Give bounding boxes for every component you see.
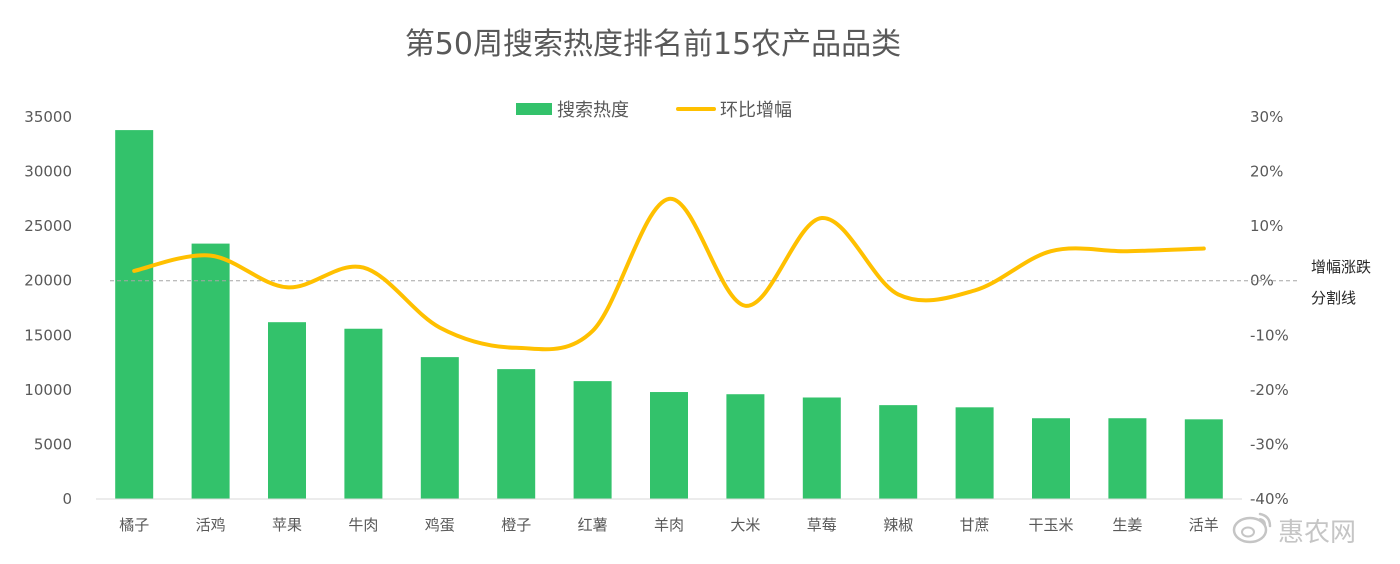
x-tick-label: 活鸡 bbox=[196, 516, 226, 534]
x-tick-label: 橙子 bbox=[501, 516, 531, 534]
x-axis-labels: 橘子 活鸡 苹果 牛肉 鸡蛋 橙子 红薯 羊肉 大米 草莓 辣椒 甘蔗 干玉米 生姜 活羊 bbox=[119, 516, 1219, 534]
bar bbox=[497, 369, 536, 499]
reference-note-line1: 增幅涨跌 bbox=[1311, 258, 1371, 276]
y-left-tick-label: 15000 bbox=[24, 326, 72, 344]
y-right-tick-label: -40% bbox=[1250, 490, 1289, 508]
legend-bar-swatch bbox=[516, 103, 552, 115]
bar bbox=[955, 407, 994, 499]
legend: 搜索热度 环比增幅 bbox=[516, 100, 792, 121]
bar-series bbox=[115, 130, 1223, 499]
y-right-tick-label: 30% bbox=[1250, 108, 1283, 126]
chart-title: 第50周搜索热度排名前15农产品品类 bbox=[405, 27, 901, 62]
y-right-tick-label: -20% bbox=[1250, 381, 1289, 399]
bar bbox=[1108, 418, 1147, 499]
legend-line-label: 环比增幅 bbox=[720, 100, 792, 121]
y-right-tick-label: 20% bbox=[1250, 163, 1283, 181]
watermark: 惠农网 bbox=[1232, 512, 1356, 548]
x-tick-label: 红薯 bbox=[578, 516, 608, 534]
bar bbox=[420, 357, 459, 499]
x-tick-label: 生姜 bbox=[1112, 516, 1142, 534]
bar bbox=[573, 381, 612, 499]
bar bbox=[879, 405, 918, 499]
legend-bar-label: 搜索热度 bbox=[557, 100, 629, 121]
line-series bbox=[132, 196, 1206, 352]
x-tick-label: 草莓 bbox=[807, 516, 837, 534]
y-left-tick-label: 5000 bbox=[34, 435, 72, 453]
x-tick-label: 鸡蛋 bbox=[425, 516, 455, 534]
watermark-text: 惠农网 bbox=[1278, 518, 1356, 548]
x-tick-label: 辣椒 bbox=[883, 516, 913, 534]
x-tick-label: 干玉米 bbox=[1028, 516, 1073, 534]
x-tick-label: 甘蔗 bbox=[960, 516, 990, 534]
bar bbox=[726, 394, 765, 499]
reference-note-line2: 分割线 bbox=[1311, 289, 1356, 307]
bar bbox=[115, 130, 154, 499]
y-left-tick-label: 10000 bbox=[24, 381, 72, 399]
bar bbox=[268, 322, 306, 499]
y-right-tick-label: -30% bbox=[1250, 435, 1289, 453]
y-right-tick-label: 10% bbox=[1250, 217, 1283, 235]
y-left-tick-label: 25000 bbox=[24, 217, 72, 235]
y-left-tick-label: 35000 bbox=[24, 108, 72, 126]
x-tick-label: 羊肉 bbox=[654, 516, 684, 534]
y-axis-right: -40%-30%-20%-10%0%10%20%30% bbox=[1250, 108, 1289, 508]
x-tick-label: 苹果 bbox=[272, 516, 302, 534]
bar bbox=[344, 328, 383, 499]
y-right-tick-label: -10% bbox=[1250, 326, 1289, 344]
bar bbox=[802, 397, 841, 499]
x-tick-label: 活羊 bbox=[1189, 516, 1219, 534]
bar bbox=[191, 243, 230, 499]
y-left-tick-label: 30000 bbox=[24, 163, 72, 181]
y-axis-left: 0 5000 10000 15000 20000 25000 30000 35000 bbox=[24, 108, 72, 508]
x-tick-label: 橘子 bbox=[119, 516, 149, 534]
bar bbox=[1032, 418, 1070, 499]
x-tick-label: 牛肉 bbox=[348, 516, 378, 534]
weibo-icon bbox=[1232, 512, 1272, 544]
y-left-tick-label: 20000 bbox=[24, 272, 72, 290]
bar bbox=[1184, 419, 1223, 499]
y-left-tick-label: 0 bbox=[62, 490, 72, 508]
bar bbox=[650, 392, 688, 499]
x-tick-label: 大米 bbox=[730, 516, 760, 534]
